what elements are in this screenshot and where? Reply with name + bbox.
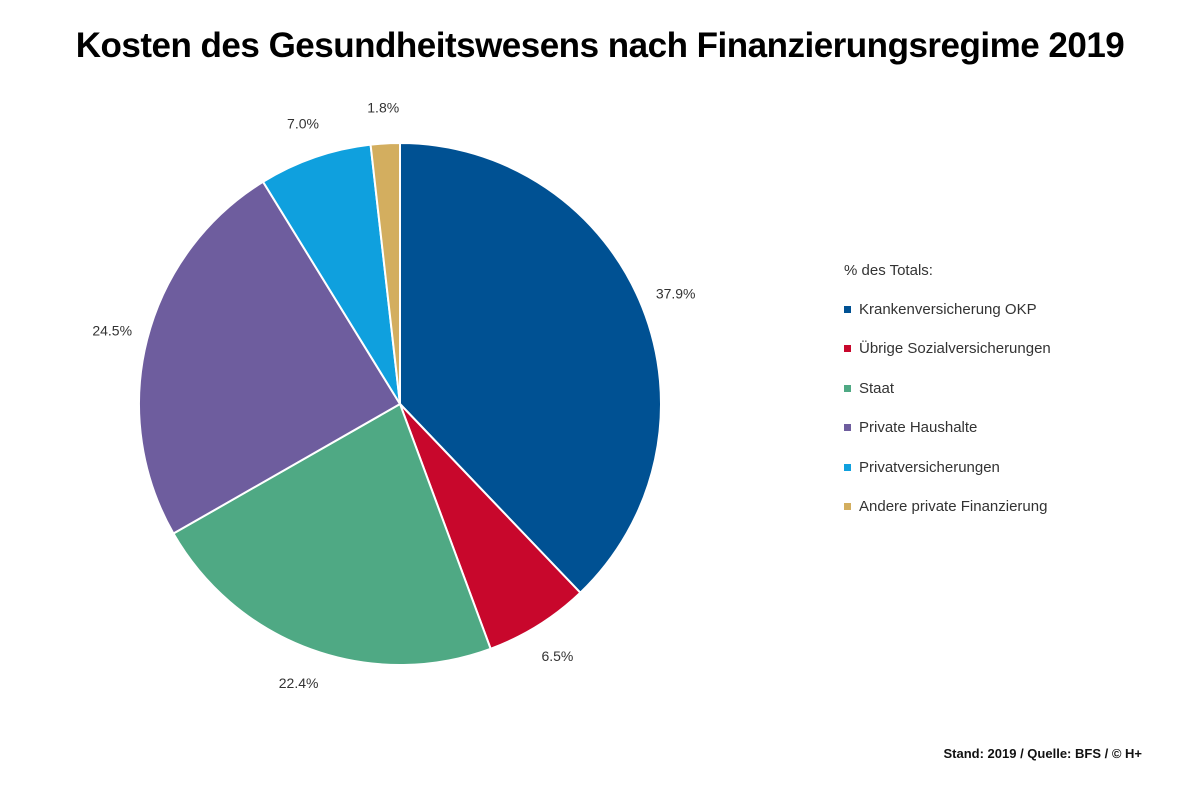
chart-title: Kosten des Gesundheitswesens nach Finanz… — [75, 26, 1125, 65]
pie-slice-5 — [369, 141, 401, 405]
legend-item-2: Staat — [844, 378, 1184, 398]
slice-label-1: 6.5% — [541, 648, 573, 664]
slice-label-2: 22.4% — [279, 675, 319, 691]
slice-label-4: 7.0% — [287, 115, 319, 131]
legend-item-5: Andere private Finanzierung — [844, 497, 1184, 517]
legend-title: % des Totals: — [844, 262, 933, 279]
pie-labels: 37.9% 6.5% 22.4% 24.5% 7.0% 1.8% — [92, 99, 695, 691]
legend-swatch — [844, 424, 851, 432]
pie-slice-0 — [399, 141, 662, 595]
legend-item-1: Übrige Sozialversicherungen — [844, 339, 1184, 359]
legend-label: Krankenversicherung OKP — [859, 300, 1037, 318]
pie-slice-4 — [261, 143, 401, 405]
legend: % des Totals: Krankenversicherung OKP Übr… — [844, 262, 1184, 537]
legend-swatch — [844, 345, 851, 353]
legend-label: Übrige Sozialversicherungen — [859, 340, 1051, 358]
legend-swatch — [844, 463, 851, 471]
legend-label: Private Haushalte — [859, 419, 978, 437]
slice-label-5: 1.8% — [367, 99, 399, 115]
pie-slice-3 — [138, 180, 402, 535]
legend-swatch — [844, 503, 851, 511]
slice-label-3: 24.5% — [92, 323, 132, 339]
legend-label: Privatversicherungen — [859, 458, 1000, 476]
slice-label-0: 37.9% — [656, 285, 696, 301]
legend-swatch — [844, 305, 851, 313]
legend-items: Krankenversicherung OKP Übrige Sozialvers… — [844, 299, 1184, 517]
legend-item-4: Privatversicherungen — [844, 457, 1184, 477]
source-footer: Stand: 2019 / Quelle: BFS / © H+ — [943, 746, 1143, 761]
pie-slice-2 — [172, 402, 492, 666]
legend-swatch — [844, 384, 851, 392]
legend-label: Andere private Finanzierung — [859, 498, 1048, 516]
pie-slices — [138, 141, 662, 666]
legend-item-0: Krankenversicherung OKP — [844, 299, 1184, 319]
legend-label: Staat — [859, 379, 895, 397]
legend-item-3: Private Haushalte — [844, 418, 1184, 438]
